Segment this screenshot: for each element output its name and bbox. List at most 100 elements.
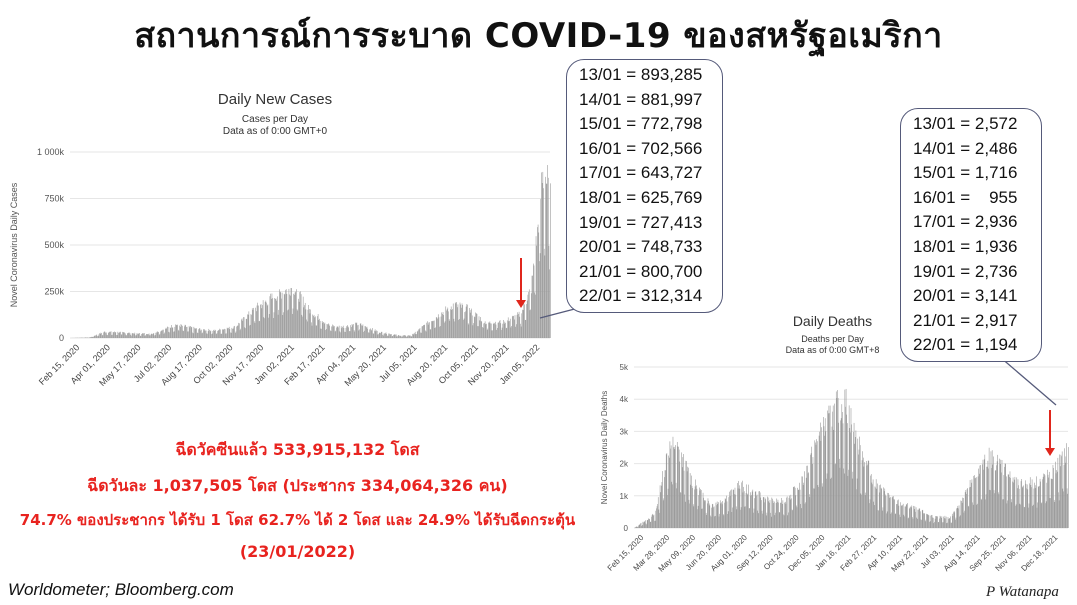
deaths-bar xyxy=(732,489,734,528)
cases-bar xyxy=(148,333,150,338)
deaths-bar xyxy=(1042,479,1043,528)
deaths-bar xyxy=(710,516,712,528)
deaths-bar xyxy=(961,502,963,528)
deaths-bar xyxy=(659,512,660,528)
cases-bar xyxy=(289,294,290,338)
deaths-bar xyxy=(675,445,676,528)
cases-xtick-label: Feb 17, 2021 xyxy=(282,342,327,387)
deaths-bar xyxy=(1064,448,1065,528)
deaths-bar xyxy=(869,503,870,528)
deaths-bar xyxy=(635,526,637,528)
cases-bar xyxy=(149,335,151,338)
cases-bar xyxy=(162,329,163,338)
deaths-bar xyxy=(1024,507,1026,528)
deaths-bar xyxy=(752,489,754,528)
deaths-bar xyxy=(851,424,852,528)
cases-bar xyxy=(482,327,483,338)
deaths-bar xyxy=(640,522,642,528)
cases-bar xyxy=(446,310,447,338)
cases-bar xyxy=(224,329,226,338)
cases-bar xyxy=(504,321,506,338)
cases-bar xyxy=(346,326,347,338)
cases-bar xyxy=(218,330,220,338)
cases-bar xyxy=(313,314,315,338)
deaths-bar xyxy=(815,444,817,528)
cases-bar xyxy=(234,332,236,338)
cases-bar xyxy=(294,292,296,338)
deaths-bar xyxy=(913,505,914,528)
deaths-bar xyxy=(799,482,800,528)
deaths-bar xyxy=(651,516,652,528)
cases-bar xyxy=(488,322,489,338)
cases-bar xyxy=(284,294,286,338)
cases-bar xyxy=(134,332,136,338)
cases-bar xyxy=(411,336,413,338)
deaths-bar xyxy=(942,522,944,528)
deaths-bar xyxy=(858,449,860,528)
cases-bar xyxy=(380,331,382,338)
cases-bar xyxy=(327,324,328,338)
deaths-bar xyxy=(875,479,877,528)
deaths-bar xyxy=(730,489,732,528)
cases-bar xyxy=(480,320,482,338)
deaths-bar xyxy=(1009,477,1010,528)
cases-bar xyxy=(545,183,547,338)
deaths-bar xyxy=(851,478,853,528)
cases-bar xyxy=(366,327,367,338)
cases-bar xyxy=(291,288,292,338)
deaths-bar xyxy=(743,486,744,528)
deaths-bar xyxy=(941,516,943,528)
deaths-bar xyxy=(876,488,878,528)
deaths-bar xyxy=(1052,465,1054,528)
cases-bar xyxy=(270,298,272,338)
cases-bar xyxy=(196,332,198,338)
cases-bar xyxy=(189,327,191,338)
cases-bar xyxy=(534,292,535,338)
deaths-bar xyxy=(698,495,700,528)
deaths-bar xyxy=(1066,443,1067,528)
cases-bar xyxy=(365,326,366,338)
cases-bar xyxy=(426,322,428,338)
deaths-bar xyxy=(1015,505,1016,528)
cases-bar xyxy=(85,337,87,338)
deaths-bar xyxy=(667,488,669,528)
deaths-bar xyxy=(932,517,934,528)
cases-bar xyxy=(340,326,342,338)
deaths-bar xyxy=(1043,473,1045,528)
deaths-bar xyxy=(853,422,855,528)
deaths-bar xyxy=(822,486,824,528)
deaths-bar xyxy=(946,523,948,528)
deaths-bar xyxy=(805,502,806,528)
deaths-bar xyxy=(977,503,978,528)
deaths-bar xyxy=(872,479,874,528)
cases-bar xyxy=(315,325,317,338)
deaths-bar xyxy=(705,500,706,528)
deaths-bar xyxy=(696,488,698,528)
deaths-bar xyxy=(858,454,859,528)
deaths-bar xyxy=(860,493,862,528)
deaths-bar xyxy=(789,499,791,528)
cases-bar xyxy=(401,336,403,338)
deaths-bar xyxy=(948,518,949,528)
deaths-bar xyxy=(993,456,994,528)
deaths-bar xyxy=(991,450,993,528)
deaths-bar xyxy=(791,509,793,528)
deaths-bar xyxy=(793,487,795,528)
deaths-bar xyxy=(788,497,790,528)
cases-bar xyxy=(294,294,295,338)
deaths-bar xyxy=(729,495,731,528)
cases-bar xyxy=(274,298,275,338)
cases-bar xyxy=(448,311,449,338)
cases-bar xyxy=(387,335,389,338)
cases-bar xyxy=(418,329,419,338)
deaths-bar xyxy=(994,470,996,528)
cases-bar xyxy=(325,330,326,338)
deaths-bar xyxy=(753,508,755,528)
cases-bar xyxy=(484,322,485,338)
cases-bar xyxy=(203,329,204,338)
cases-bar xyxy=(404,335,405,338)
deaths-bar xyxy=(905,506,906,528)
cases-bar xyxy=(174,326,176,338)
deaths-bar xyxy=(899,516,901,528)
deaths-bar xyxy=(759,491,760,528)
